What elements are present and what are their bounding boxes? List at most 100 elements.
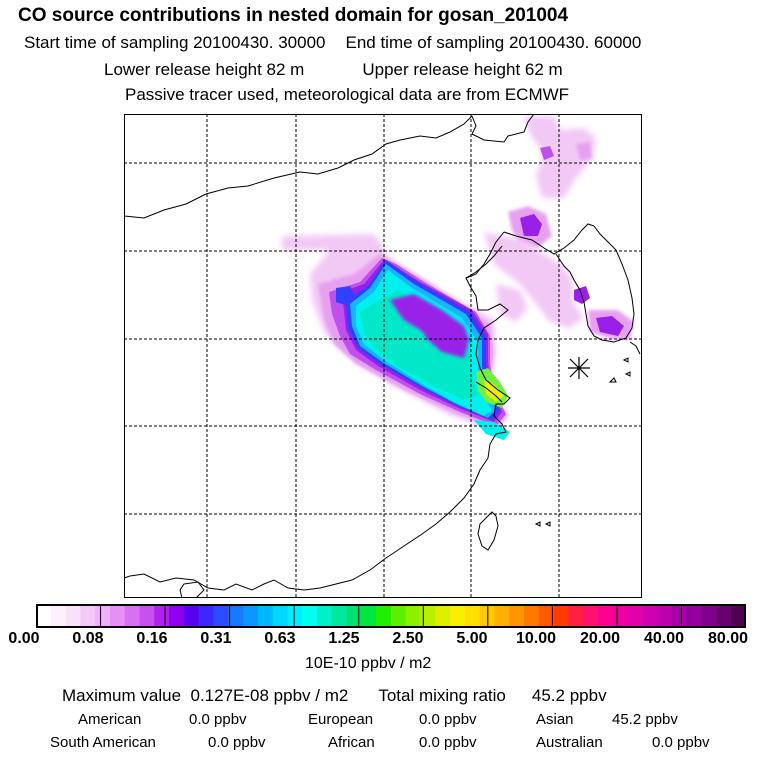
patch-shandong — [496, 284, 528, 322]
region-name: Australian — [536, 734, 603, 751]
colorbar-cell — [568, 604, 584, 628]
plot-title: CO source contributions in nested domain… — [18, 5, 569, 26]
manchuria-border — [471, 114, 535, 143]
region-value: 0.0 ppbv — [419, 711, 477, 728]
colorbar-cell — [331, 604, 348, 628]
colorbar-cell — [346, 604, 363, 628]
sampling-times: Start time of sampling 20100430. 30000 En… — [24, 33, 641, 53]
max-label: Maximum value — [62, 686, 182, 705]
colorbar-cell — [642, 604, 658, 628]
colorbar-cell — [464, 604, 481, 628]
plume-cyan-south — [474, 420, 510, 440]
lat-lon-grid — [124, 114, 642, 598]
colorbar-cell — [95, 604, 111, 628]
colorbar-tick-label: 1.25 — [328, 630, 360, 647]
region-value: 45.2 ppbv — [612, 711, 678, 728]
region-value: 0.0 ppbv — [189, 711, 247, 728]
colorbar-cell — [198, 604, 215, 628]
release-heights: Lower release height 82 m Upper release h… — [104, 60, 563, 80]
colorbar-cell — [50, 604, 67, 628]
colorbar-cell — [257, 604, 274, 628]
colorbar-cell — [420, 604, 436, 628]
concentration-plume — [282, 234, 510, 440]
colorbar-cell — [524, 604, 540, 628]
colorbar-cell — [657, 604, 673, 628]
colorbar-cell — [627, 604, 644, 628]
colorbar-cell — [243, 604, 259, 628]
patch-korea-south-core — [596, 316, 624, 336]
colorbar-cell — [65, 604, 81, 628]
china-coast — [124, 231, 511, 591]
colorbar-cell — [391, 604, 407, 628]
max-value: 0.127E-08 ppbv / m2 — [190, 686, 349, 705]
colorbar-cells — [36, 604, 746, 628]
colorbar-cell — [612, 604, 629, 628]
colorbar-cell — [154, 604, 170, 628]
colorbar-tick-label: 0.63 — [264, 630, 296, 647]
region-name: European — [308, 711, 374, 728]
colorbar-cell — [376, 604, 392, 628]
patch-manchuria-core — [520, 214, 542, 236]
colorbar-cell — [302, 604, 318, 628]
yangtze-estuary — [475, 381, 503, 403]
colorbar-cell — [672, 604, 688, 628]
colorbar-frame — [36, 604, 746, 628]
plume-blue-spot — [336, 286, 356, 306]
colorbar-cell — [583, 604, 599, 628]
colorbar-cell — [553, 604, 570, 628]
mongolia-border — [124, 115, 473, 219]
colorbar-tick-label: 20.00 — [579, 630, 621, 647]
colorbar-cell — [139, 604, 155, 628]
colorbar-cell — [538, 604, 555, 628]
start-time: Start time of sampling 20100430. 30000 — [24, 33, 326, 52]
colorbar-tick-label: 2.50 — [392, 630, 424, 647]
colorbar-tick-label: 0.31 — [200, 630, 232, 647]
colorbar-cell — [716, 604, 732, 628]
colorbar-cell — [731, 604, 746, 628]
colorbar-tick-label: 0.00 — [8, 630, 40, 647]
island-4 — [534, 521, 541, 527]
colorbar-cell — [701, 604, 718, 628]
region-value: 0.0 ppbv — [419, 734, 477, 751]
colorbar-cell — [124, 604, 141, 628]
plume-inner-purple-2 — [420, 322, 468, 358]
liaodong-coast — [465, 245, 503, 279]
colorbar-cell — [686, 604, 703, 628]
colorbar-cell — [80, 604, 96, 628]
concentration-map — [124, 114, 642, 598]
island-1 — [624, 371, 631, 377]
region-value: 0.0 ppbv — [208, 734, 266, 751]
colorbar-tick-label: 0.16 — [136, 630, 168, 647]
colorbar-tick-label: 40.00 — [643, 630, 685, 647]
map-frame — [124, 114, 642, 598]
colorbar-tick-label: 5.00 — [456, 630, 488, 647]
colorbar-cell — [228, 604, 244, 628]
colorbar-cell — [494, 604, 510, 628]
hainan-coast — [179, 581, 205, 598]
colorbar-cell — [287, 604, 303, 628]
taiwan-coast — [477, 511, 499, 551]
colorbar-cell — [183, 604, 200, 628]
end-time: End time of sampling 20100430. 60000 — [345, 33, 642, 52]
upper-release-height: Upper release height 62 m — [362, 60, 563, 79]
island-2 — [608, 377, 617, 383]
total-label: Total mixing ratio — [378, 686, 506, 705]
colorbar-cell — [36, 604, 52, 628]
north-korea-border — [503, 223, 595, 255]
colorbar-tick-label: 10.00 — [515, 630, 557, 647]
region-name: Asian — [536, 711, 574, 728]
plume-aqua-core — [360, 290, 478, 400]
coastlines — [124, 114, 641, 598]
summary-row: Maximum value 0.127E-08 ppbv / m2 Total m… — [62, 686, 607, 706]
colorbar-dividers — [100, 604, 682, 628]
island-3 — [622, 357, 629, 363]
colorbar-cell — [405, 604, 422, 628]
lower-release-height: Lower release height 82 m — [104, 60, 305, 79]
colorbar-cell — [598, 604, 614, 628]
colorbar — [36, 604, 746, 628]
colorbar-cell — [509, 604, 525, 628]
island-5 — [544, 521, 551, 527]
colorbar-cell — [361, 604, 377, 628]
colorbar-tick-label: 0.08 — [72, 630, 104, 647]
plume-yellow-spot — [484, 380, 504, 402]
